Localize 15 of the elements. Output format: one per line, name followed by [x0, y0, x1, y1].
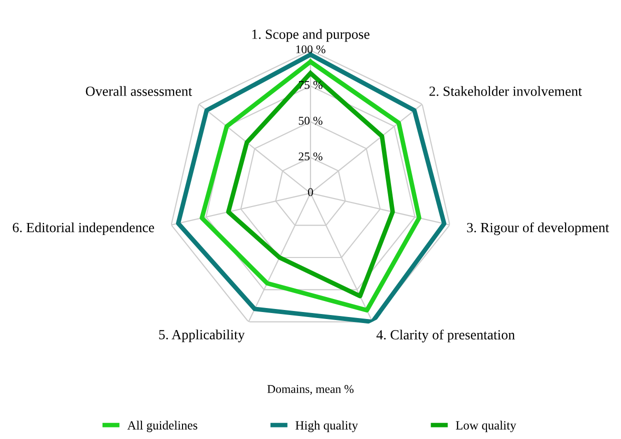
spoke-label: 2. Stakeholder involvement: [429, 86, 582, 96]
spoke-label: 5. Applicability: [159, 330, 245, 342]
y-tick-label: 100 %: [296, 45, 326, 54]
spoke-label: 1. Scope and purpose: [252, 29, 370, 42]
spoke-label: 3. Rigour of development: [467, 222, 610, 236]
legend-label: High quality: [296, 420, 358, 432]
y-tick-label: 25 %: [298, 152, 322, 160]
spoke-label: Overall assessment: [86, 86, 192, 96]
y-tick-label: 50 %: [298, 116, 322, 125]
spoke-label: 6. Editorial independence: [12, 222, 154, 236]
spoke-label: 4. Clarity of presentation: [376, 330, 515, 342]
y-tick-label: 0: [308, 188, 313, 196]
legend-label: All guidelines: [127, 420, 198, 432]
text: Domains, mean %: [267, 385, 354, 395]
legend-label: Low quality: [456, 420, 516, 432]
